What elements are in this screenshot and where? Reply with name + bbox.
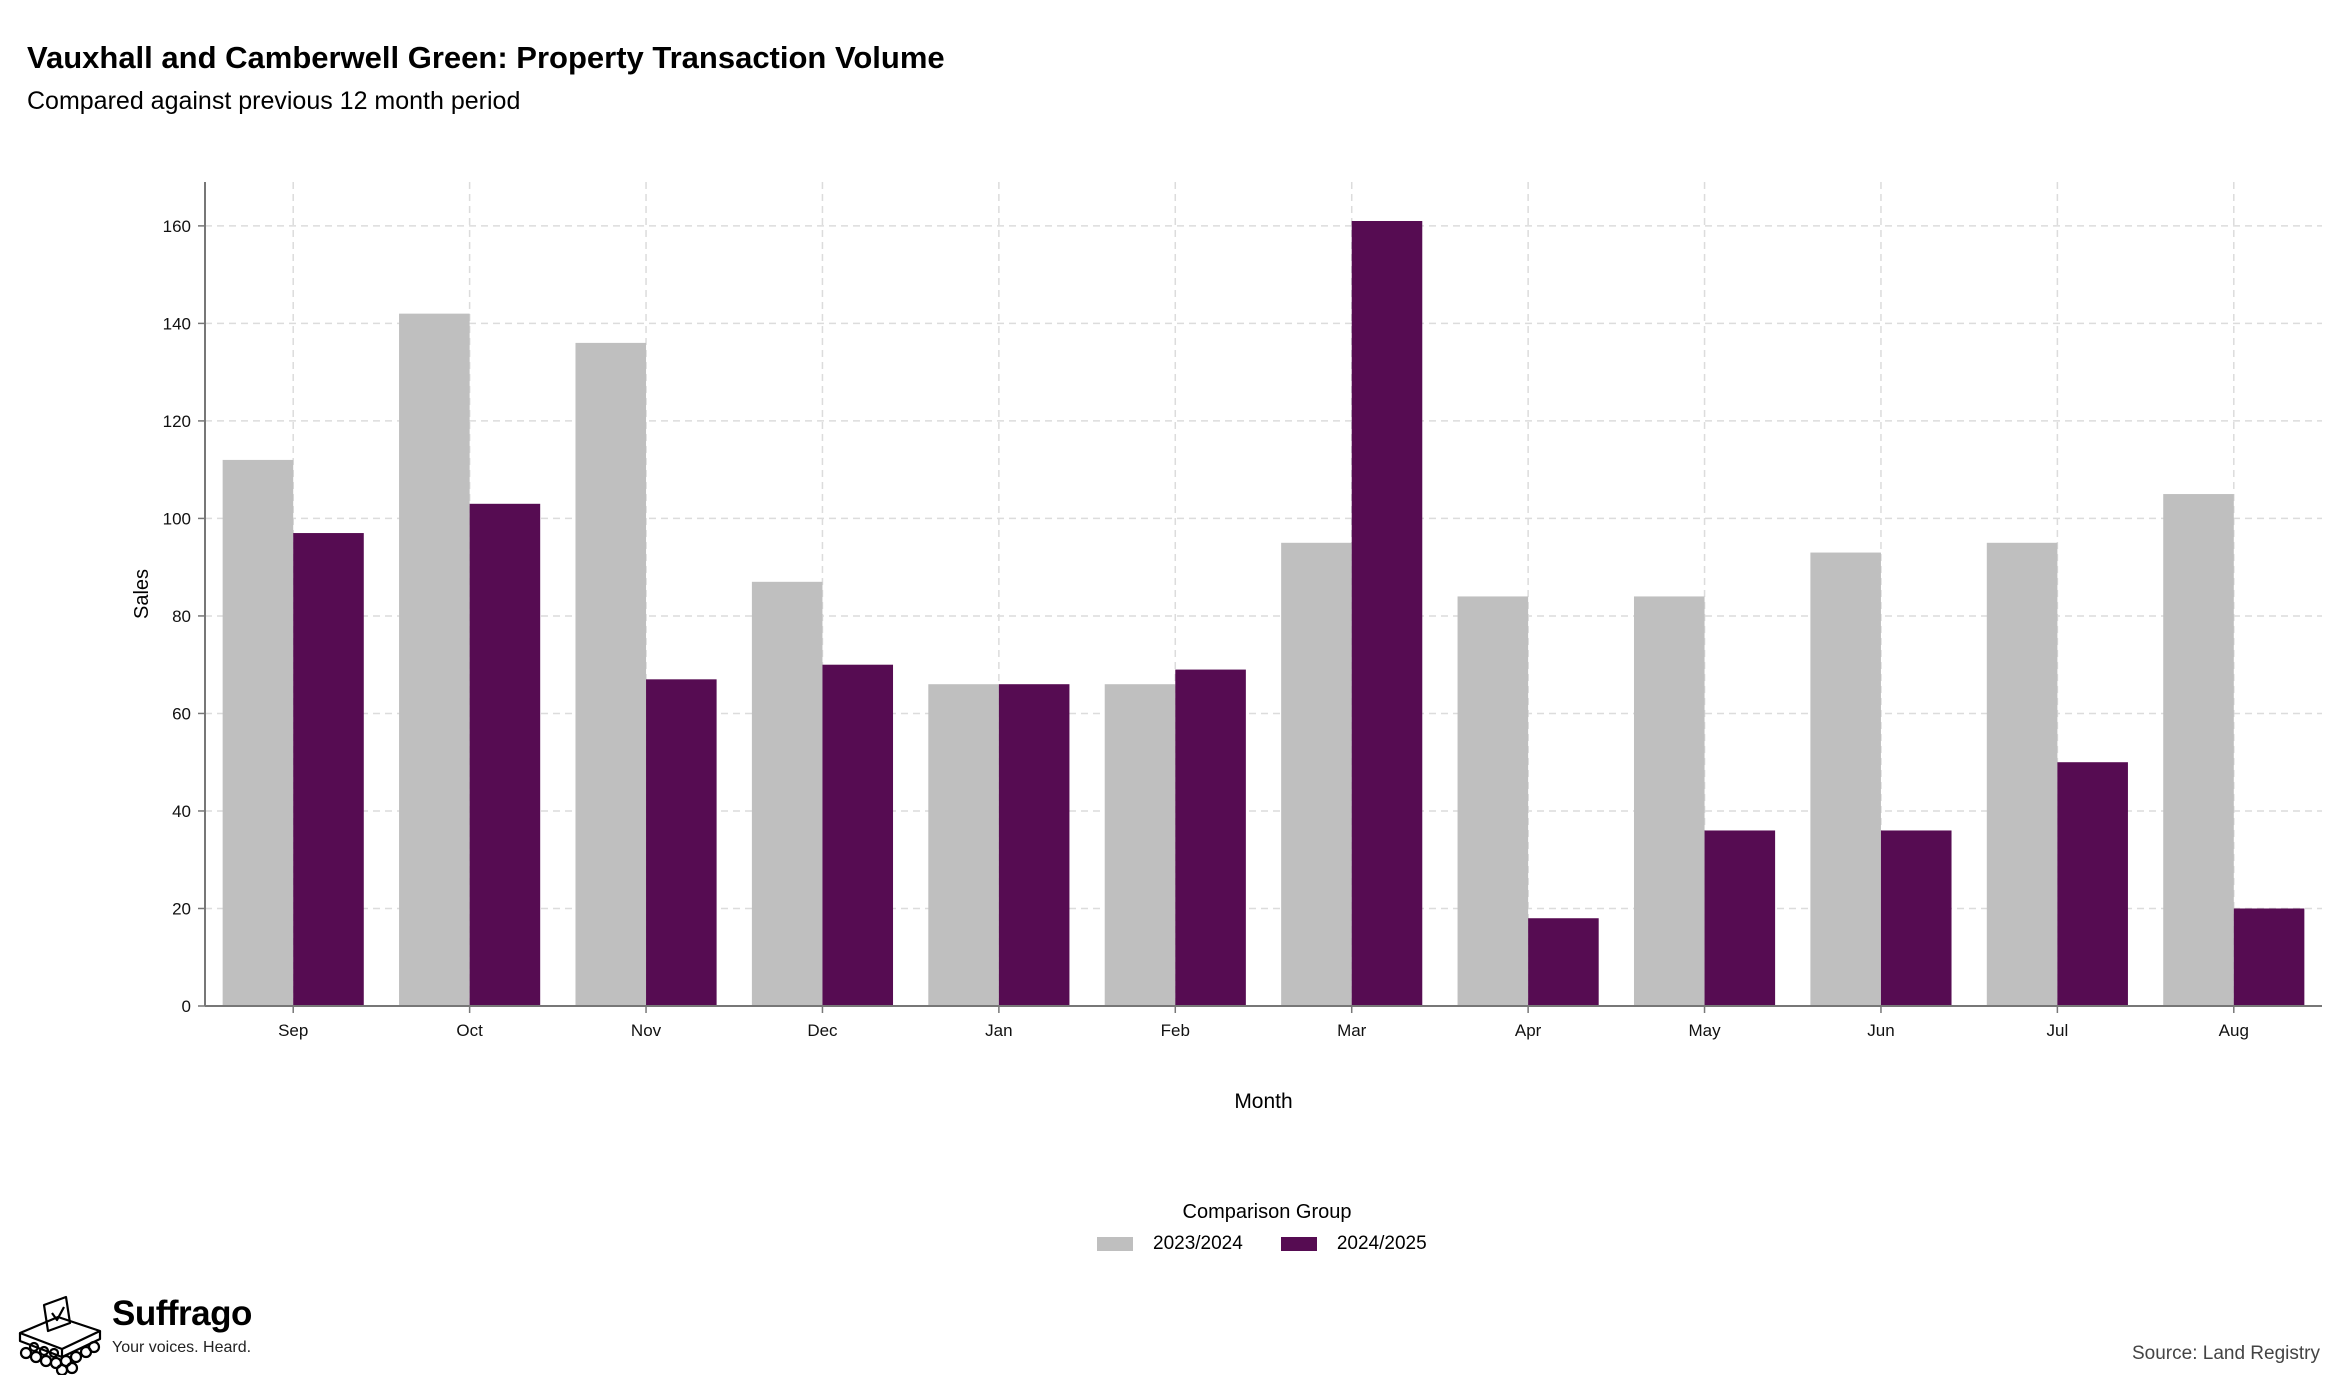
y-tick-label: 120 xyxy=(163,412,191,431)
bar-dec-series-1 xyxy=(751,581,823,1006)
bar-apr-series-1 xyxy=(1457,596,1529,1006)
bar-mar-series-2 xyxy=(1351,221,1423,1006)
bar-may-series-1 xyxy=(1633,596,1705,1006)
legend-swatch xyxy=(1280,1237,1317,1251)
bar-jun-series-2 xyxy=(1880,830,1952,1006)
legend-item-series-1: 2023/2024 xyxy=(1097,1233,1243,1255)
legend-swatch xyxy=(1097,1237,1133,1251)
y-tick-label: 100 xyxy=(163,509,191,528)
legend-item-series-2: 2024/2025 xyxy=(1280,1233,1427,1255)
bar-aug-series-1 xyxy=(2163,494,2234,1006)
bar-oct-series-1 xyxy=(399,313,470,1006)
y-tick-label: 40 xyxy=(172,802,191,821)
x-tick-label: Oct xyxy=(456,1021,483,1040)
y-tick-label: 0 xyxy=(182,997,191,1016)
bar-nov-series-1 xyxy=(575,342,647,1006)
y-tick-label: 60 xyxy=(172,704,191,723)
axes xyxy=(198,182,2322,1013)
bar-aug-series-2 xyxy=(2233,908,2305,1006)
x-tick-label: Dec xyxy=(807,1021,838,1040)
bar-jul-series-1 xyxy=(1986,542,2058,1006)
bars xyxy=(222,221,2305,1007)
legend: 2023/2024 2024/2025 xyxy=(1097,1233,1465,1255)
chart-subtitle: Compared against previous 12 month perio… xyxy=(27,87,521,115)
y-tick-label: 140 xyxy=(163,314,191,333)
x-tick-label: Feb xyxy=(1161,1021,1190,1040)
x-axis-title: Month xyxy=(1234,1090,1292,1113)
ballot-box-icon xyxy=(18,1295,102,1375)
x-tick-label: Jun xyxy=(1867,1021,1894,1040)
bar-may-series-2 xyxy=(1704,830,1776,1006)
legend-label: 2024/2025 xyxy=(1336,1233,1427,1254)
brand-tagline: Your voices. Heard. xyxy=(112,1339,252,1356)
bar-jan-series-1 xyxy=(928,684,999,1006)
bar-sep-series-2 xyxy=(293,533,364,1006)
legend-title: Comparison Group xyxy=(1182,1201,1352,1223)
legend-label: 2023/2024 xyxy=(1153,1233,1243,1254)
source-note: Source: Land Registry xyxy=(2132,1343,2320,1364)
brand-logo: Suffrago Your voices. Heard. xyxy=(14,1295,252,1375)
bar-apr-series-2 xyxy=(1528,918,1599,1006)
brand-name: Suffrago xyxy=(112,1294,252,1333)
y-tick-label: 20 xyxy=(172,899,191,918)
x-tick-label: Sep xyxy=(278,1021,308,1040)
y-axis-title: Sales xyxy=(131,569,153,619)
x-tick-label: Aug xyxy=(2219,1021,2249,1040)
bar-feb-series-2 xyxy=(1175,669,1246,1006)
bar-feb-series-1 xyxy=(1104,684,1176,1006)
bar-mar-series-1 xyxy=(1281,542,1352,1006)
x-tick-label: Apr xyxy=(1515,1021,1542,1040)
bar-jul-series-2 xyxy=(2057,762,2128,1006)
bar-dec-series-2 xyxy=(822,664,894,1006)
bar-nov-series-2 xyxy=(646,679,717,1006)
x-tick-label: May xyxy=(1688,1021,1721,1040)
y-tick-label: 80 xyxy=(172,607,191,626)
bar-oct-series-2 xyxy=(469,503,541,1006)
chart-title: Vauxhall and Camberwell Green: Property … xyxy=(27,40,945,75)
x-tick-label: Nov xyxy=(631,1021,662,1040)
axis-labels: 0 20 40 60 80 100 120 140 160 Sep Oct Nov Dec Jan Feb M… xyxy=(131,217,2249,1113)
bar-jan-series-2 xyxy=(998,684,1070,1006)
x-tick-label: Mar xyxy=(1337,1021,1367,1040)
x-tick-label: Jul xyxy=(2047,1021,2069,1040)
bar-chart: 0 20 40 60 80 100 120 140 160 Sep Oct Nov Dec Jan Feb M… xyxy=(131,182,2322,1113)
y-tick-label: 160 xyxy=(163,217,191,236)
bar-jun-series-1 xyxy=(1810,552,1881,1006)
bar-sep-series-1 xyxy=(222,459,294,1007)
x-tick-label: Jan xyxy=(985,1021,1012,1040)
